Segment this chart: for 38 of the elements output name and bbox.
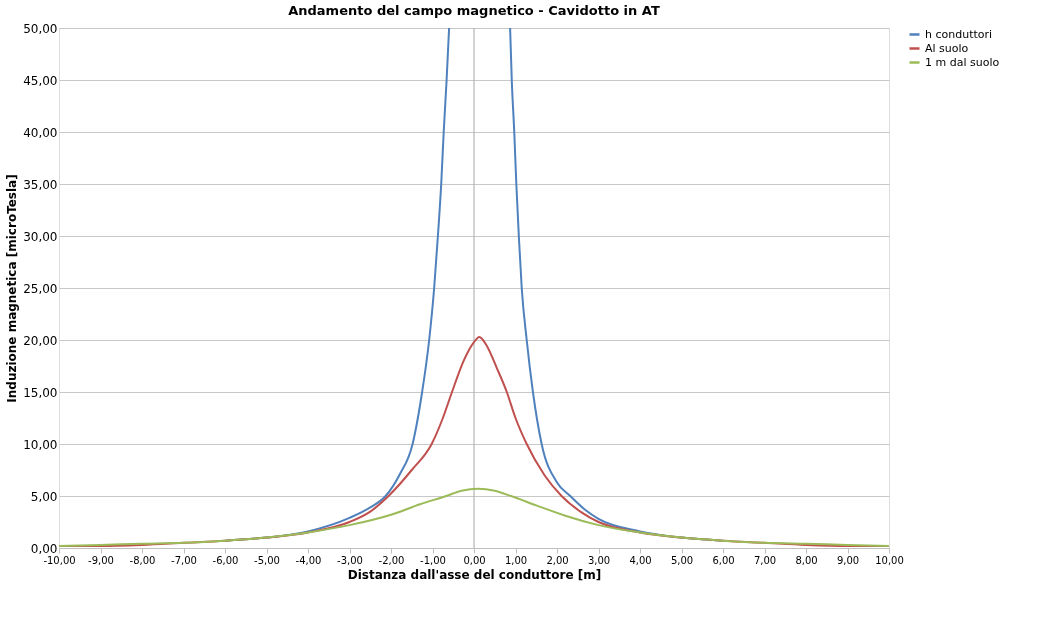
x-axis-title: Distanza dall'asse del conduttore [m] — [347, 567, 602, 582]
legend-label: 1 m dal suolo — [925, 55, 1000, 69]
y-tick-label: 50,00 — [23, 21, 58, 36]
y-tick-label: 20,00 — [23, 333, 58, 348]
x-tick-label: 6,00 — [712, 554, 735, 566]
y-tick-label: 10,00 — [23, 437, 58, 452]
y-tick-label: 25,00 — [23, 281, 58, 296]
x-tick-label: -8,00 — [129, 554, 156, 566]
y-tick-label: 0,00 — [30, 541, 58, 556]
x-tick-label: 4,00 — [629, 554, 652, 566]
x-tick-label: 8,00 — [795, 554, 818, 566]
x-tick-label: 3,00 — [587, 554, 611, 566]
y-tick-label: 15,00 — [23, 385, 58, 400]
x-tick-label: -2,00 — [378, 554, 405, 566]
y-tick-label: 40,00 — [23, 125, 58, 140]
x-tick-label: 5,00 — [670, 554, 694, 566]
y-tick-label: 5,00 — [30, 489, 58, 504]
y-tick-label: 45,00 — [23, 73, 58, 88]
x-tick-label: 1,00 — [504, 554, 528, 566]
x-tick-label: 7,00 — [753, 554, 777, 566]
x-tick-label: 0,00 — [463, 554, 486, 566]
x-tick-label: -7,00 — [171, 554, 197, 566]
x-tick-label: 2,00 — [546, 554, 569, 566]
legend-label: h conduttori — [925, 27, 993, 41]
x-tick-label: -5,00 — [254, 554, 280, 566]
x-tick-label: -6,00 — [212, 554, 239, 566]
y-axis-title: Induzione magnetica [microTesla] — [5, 174, 20, 403]
x-tick-label: -4,00 — [295, 554, 322, 566]
y-tick-label: 30,00 — [23, 229, 58, 244]
x-tick-label: 9,00 — [836, 554, 860, 566]
legend-label: Al suolo — [925, 41, 969, 55]
y-tick-label: 35,00 — [23, 177, 58, 192]
x-tick-label: -9,00 — [88, 554, 114, 566]
x-tick-label: -3,00 — [337, 554, 363, 566]
x-tick-label: -10,00 — [43, 554, 76, 566]
chart-title: Andamento del campo magnetico - Cavidotto in AT — [288, 3, 660, 18]
x-tick-label: 10,00 — [875, 554, 904, 566]
x-tick-label: -1,00 — [420, 554, 446, 566]
